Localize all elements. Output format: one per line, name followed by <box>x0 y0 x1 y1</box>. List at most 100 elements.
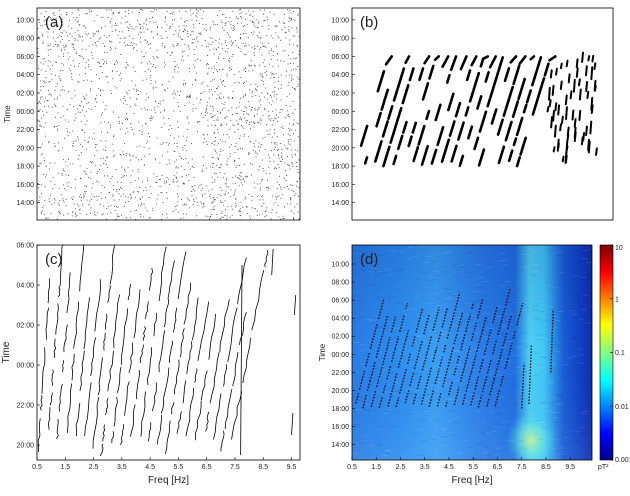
texture-dot <box>229 70 231 71</box>
texture-dot <box>176 192 178 194</box>
texture-dot <box>83 170 85 172</box>
texture-dot <box>224 173 226 175</box>
texture-trace <box>291 412 294 436</box>
texture-dot <box>166 10 168 12</box>
texture-dot <box>179 10 181 12</box>
texture-stroke <box>384 55 394 66</box>
texture-dot <box>114 63 116 65</box>
texture-dot <box>274 132 276 134</box>
spectrogram-noise <box>453 350 460 352</box>
texture-dot <box>71 12 73 14</box>
x-tick-label: 7.5 <box>230 464 240 471</box>
spectrogram-noise <box>553 404 560 406</box>
texture-dot <box>127 9 129 11</box>
texture-dot <box>148 197 150 198</box>
texture-dot <box>145 123 147 125</box>
texture-dot <box>277 148 279 150</box>
texture-dot <box>60 117 62 118</box>
texture-dot <box>62 105 64 107</box>
texture-dot <box>248 70 250 72</box>
texture-dot <box>190 34 192 36</box>
texture-dot <box>102 213 104 215</box>
texture-dot <box>243 164 245 166</box>
texture-dot <box>187 31 189 33</box>
texture-dot <box>77 8 79 10</box>
texture-dot <box>63 56 65 57</box>
spectrogram-noise <box>450 419 457 420</box>
texture-dot <box>224 41 226 43</box>
texture-dot <box>182 51 184 53</box>
texture-dot <box>121 122 123 124</box>
texture-dot <box>228 59 230 61</box>
texture-dot <box>252 10 254 12</box>
texture-dot <box>68 40 70 41</box>
texture-dot <box>40 98 42 100</box>
texture-dot <box>139 197 141 199</box>
spectrogram-noise <box>586 262 592 264</box>
texture-dot <box>52 65 53 67</box>
texture-dot <box>212 116 214 117</box>
texture-dot <box>126 175 128 177</box>
texture-dot <box>118 199 120 201</box>
spectrogram-noise <box>572 275 579 277</box>
texture-dot <box>156 26 158 28</box>
texture-dot <box>157 106 159 107</box>
texture-trace <box>130 267 154 437</box>
texture-dot <box>260 180 262 182</box>
texture-dot <box>178 35 180 37</box>
texture-dot <box>258 95 260 97</box>
texture-dot <box>229 216 231 218</box>
texture-dot <box>73 141 75 143</box>
spectrogram-noise <box>369 365 376 366</box>
spectrogram-noise <box>570 314 577 315</box>
texture-dot <box>244 117 246 119</box>
texture-dot <box>104 61 105 63</box>
spectrogram-noise <box>537 334 544 336</box>
texture-dot <box>251 92 253 94</box>
texture-dot <box>46 111 48 113</box>
texture-dot <box>119 188 121 190</box>
texture-trace <box>420 307 448 405</box>
texture-dot <box>224 194 226 196</box>
spectrogram-noise <box>448 371 455 373</box>
spectrogram-noise <box>566 358 573 360</box>
spectrogram-noise <box>430 382 437 384</box>
texture-dot <box>289 39 291 41</box>
texture-dot <box>234 197 236 199</box>
texture-dot <box>142 216 144 218</box>
texture-dot <box>74 119 76 121</box>
texture-dot <box>152 65 154 67</box>
texture-dot <box>255 140 257 142</box>
texture-dot <box>219 79 221 81</box>
texture-dot <box>266 207 268 209</box>
texture-dot <box>107 122 109 124</box>
texture-dot <box>294 89 296 91</box>
texture-dot <box>215 136 217 138</box>
texture-stroke <box>457 121 465 141</box>
texture-dot <box>294 153 296 155</box>
spectrogram-noise <box>369 322 376 324</box>
spectrogram-noise <box>433 392 440 394</box>
texture-dot <box>69 33 71 35</box>
spectrogram-noise <box>490 453 497 455</box>
texture-dot <box>226 32 228 33</box>
spectrogram-noise <box>527 429 534 431</box>
texture-dot <box>98 169 100 170</box>
texture-dot <box>65 161 67 163</box>
texture-dot <box>181 199 182 200</box>
texture-dot <box>155 67 157 69</box>
texture-dot <box>214 181 216 183</box>
spectrogram-noise <box>375 456 382 458</box>
texture-dot <box>216 61 218 63</box>
texture-dot <box>91 81 92 82</box>
texture-dot <box>234 29 235 31</box>
texture-dot <box>234 131 235 133</box>
texture-dot <box>276 94 278 95</box>
spectrogram-noise <box>385 450 392 452</box>
texture-trace <box>462 316 487 405</box>
texture-dot <box>262 46 264 48</box>
texture-dot <box>45 165 47 167</box>
texture-dot <box>262 199 264 201</box>
texture-dot <box>264 59 266 61</box>
y-axis-label: Time <box>318 343 327 361</box>
